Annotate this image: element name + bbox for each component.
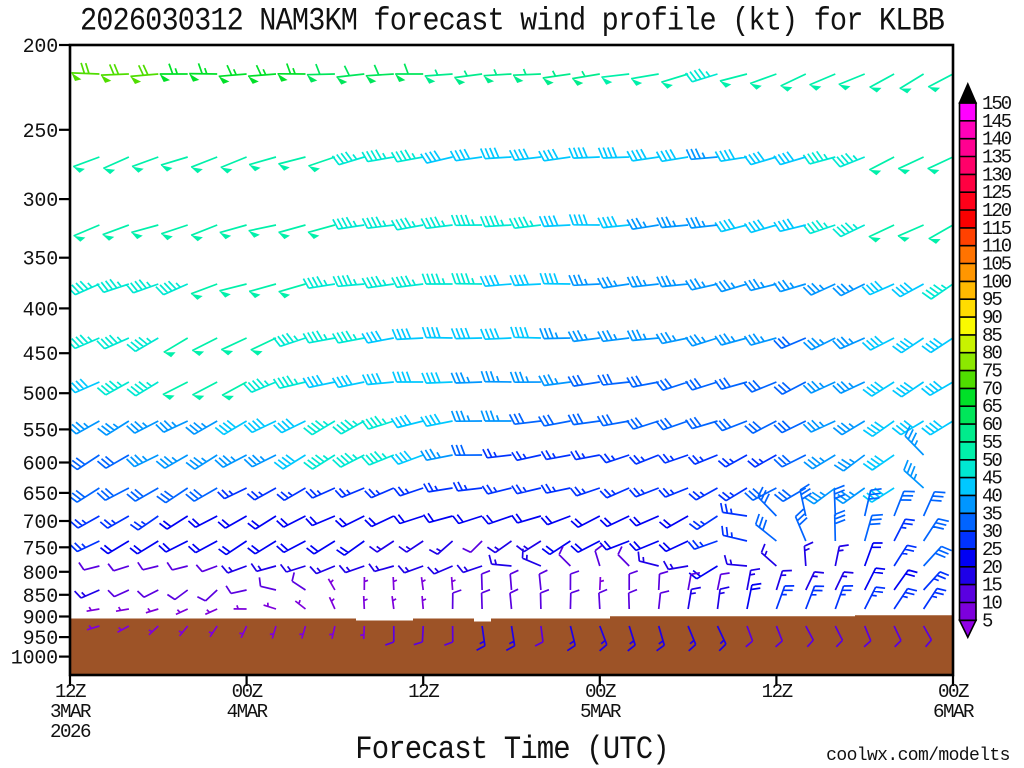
svg-text:3MAR: 3MAR [50,701,92,723]
svg-text:150: 150 [982,93,1012,115]
svg-text:40: 40 [982,485,1002,507]
svg-text:65: 65 [982,396,1002,418]
svg-text:60: 60 [982,414,1002,436]
svg-text:70: 70 [982,378,1002,400]
svg-text:105: 105 [982,254,1012,276]
svg-text:125: 125 [982,182,1012,204]
svg-text:5MAR: 5MAR [580,701,622,723]
svg-text:25: 25 [982,539,1002,561]
svg-text:90: 90 [982,307,1002,329]
svg-text:1000: 1000 [11,648,58,671]
svg-text:80: 80 [982,343,1002,365]
svg-text:700: 700 [23,512,58,535]
svg-text:120: 120 [982,200,1012,222]
svg-text:135: 135 [982,147,1012,169]
svg-text:145: 145 [982,111,1012,133]
svg-text:12Z: 12Z [408,681,439,703]
svg-text:6MAR: 6MAR [933,701,975,723]
svg-text:950: 950 [23,628,58,651]
svg-text:450: 450 [23,344,58,367]
svg-text:500: 500 [23,384,58,407]
svg-text:900: 900 [23,608,58,631]
svg-text:200: 200 [23,36,58,59]
svg-text:85: 85 [982,325,1002,347]
svg-text:750: 750 [23,538,58,561]
svg-text:100: 100 [982,271,1012,293]
svg-text:110: 110 [982,236,1012,258]
svg-text:250: 250 [23,121,58,144]
svg-text:600: 600 [23,454,58,477]
svg-text:2026030312 NAM3KM forecast win: 2026030312 NAM3KM forecast wind profile … [80,4,945,40]
svg-text:30: 30 [982,521,1002,543]
svg-text:10: 10 [982,593,1002,615]
svg-text:95: 95 [982,289,1002,311]
svg-text:55: 55 [982,432,1002,454]
svg-text:140: 140 [982,129,1012,151]
svg-text:12Z: 12Z [762,681,793,703]
svg-text:350: 350 [23,249,58,272]
svg-text:00Z: 00Z [938,681,969,703]
svg-text:115: 115 [982,218,1012,240]
svg-text:2026: 2026 [50,721,91,743]
svg-text:coolwx.com/modelts: coolwx.com/modelts [826,746,1010,766]
svg-text:800: 800 [23,563,58,586]
svg-text:650: 650 [23,484,58,507]
svg-text:Forecast Time (UTC): Forecast Time (UTC) [355,732,669,768]
svg-text:15: 15 [982,575,1002,597]
svg-text:00Z: 00Z [585,681,616,703]
svg-text:550: 550 [23,420,58,443]
svg-text:400: 400 [23,299,58,322]
svg-text:12Z: 12Z [55,681,86,703]
svg-text:35: 35 [982,503,1002,525]
svg-text:20: 20 [982,557,1002,579]
svg-text:130: 130 [982,164,1012,186]
svg-text:50: 50 [982,450,1002,472]
svg-text:75: 75 [982,361,1002,383]
svg-text:850: 850 [23,586,58,609]
svg-text:4MAR: 4MAR [227,701,269,723]
svg-text:45: 45 [982,468,1002,490]
svg-text:300: 300 [23,190,58,213]
svg-text:00Z: 00Z [232,681,263,703]
